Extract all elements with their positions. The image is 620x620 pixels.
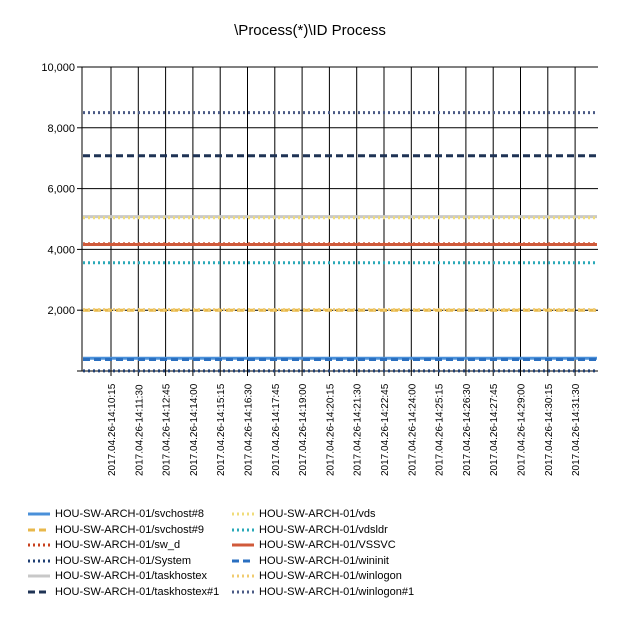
y-tick-label: 4,000 <box>47 244 75 256</box>
legend-swatch <box>232 574 254 578</box>
series-lines <box>83 111 597 373</box>
legend-label: HOU-SW-ARCH-01/vds <box>259 508 376 520</box>
legend-label: HOU-SW-ARCH-01/sw_d <box>55 539 181 551</box>
legend-label: HOU-SW-ARCH-01/svchost#8 <box>55 508 204 520</box>
y-tick-label: 2,000 <box>47 305 75 317</box>
y-tick-label: 8,000 <box>47 123 75 135</box>
legend-swatch <box>232 512 254 516</box>
legend-swatch <box>28 543 50 547</box>
x-tick-label: 2017.04.26-14:27:45 <box>489 383 500 476</box>
x-tick-label: 2017.04.26-14:22:45 <box>380 383 391 476</box>
x-tick-label: 2017.04.26-14:12:45 <box>162 383 173 476</box>
x-tick-label: 2017.04.26-14:16:30 <box>244 383 255 476</box>
chart-legend: HOU-SW-ARCH-01/svchost#8 HOU-SW-ARCH-01/s… <box>28 507 618 607</box>
x-tick-label: 2017.04.26-14:17:45 <box>271 383 282 476</box>
x-tick-label: 2017.04.26-14:19:00 <box>298 383 309 476</box>
x-tick-label: 2017.04.26-14:31:30 <box>571 383 582 476</box>
legend-label: HOU-SW-ARCH-01/vdsldr <box>259 523 388 536</box>
chart-title: \Process(*)\ID Process <box>234 22 386 39</box>
legend-swatch <box>232 590 254 593</box>
legend-swatch <box>28 574 50 578</box>
x-tick-label: 2017.04.26-14:14:00 <box>189 383 200 476</box>
legend-label: HOU-SW-ARCH-01/VSSVC <box>259 539 396 551</box>
x-tick-label: 2017.04.26-14:10:15 <box>107 383 118 476</box>
y-tick-labels: 2,000 4,000 6,000 8,000 10,000 <box>41 62 75 317</box>
legend-label: HOU-SW-ARCH-01/svchost#9 <box>55 523 204 536</box>
legend-swatch <box>28 590 50 593</box>
legend-swatch <box>232 528 254 531</box>
x-tick-label: 2017.04.26-14:30:15 <box>544 383 555 476</box>
legend-label: HOU-SW-ARCH-01/winlogon#1 <box>259 585 415 598</box>
x-tick-label: 2017.04.26-14:26:30 <box>462 383 473 476</box>
x-tick-label: 2017.04.26-14:15:15 <box>216 383 227 476</box>
x-tick-label: 2017.04.26-14:25:15 <box>435 383 446 476</box>
legend-label: HOU-SW-ARCH-01/taskhostex#1 <box>55 585 220 598</box>
x-tick-label: 2017.04.26-14:29:00 <box>517 383 528 476</box>
legend-swatch <box>232 559 254 562</box>
x-tick-label: 2017.04.26-14:21:30 <box>353 383 364 476</box>
x-tick-label: 2017.04.26-14:20:15 <box>325 383 336 476</box>
legend-swatch <box>232 543 254 547</box>
x-tick-label: 2017.04.26-14:11:30 <box>134 384 145 476</box>
legend-label: HOU-SW-ARCH-01/wininit <box>259 554 389 567</box>
legend-label: HOU-SW-ARCH-01/winlogon <box>259 570 402 582</box>
x-tick-labels: 2017.04.26-14:10:15 2017.04.26-14:11:30 20… <box>107 383 582 476</box>
legend-label: HOU-SW-ARCH-01/taskhostex <box>55 570 207 582</box>
x-tick-label: 2017.04.26-14:24:00 <box>407 383 418 476</box>
legend-swatch <box>28 512 50 516</box>
y-tick-label: 6,000 <box>47 184 75 196</box>
legend-label: HOU-SW-ARCH-01/System <box>55 554 192 567</box>
legend-swatch <box>28 528 50 531</box>
grid-lines <box>82 66 598 371</box>
y-tick-label: 10,000 <box>41 62 75 74</box>
legend-swatch <box>28 559 50 562</box>
